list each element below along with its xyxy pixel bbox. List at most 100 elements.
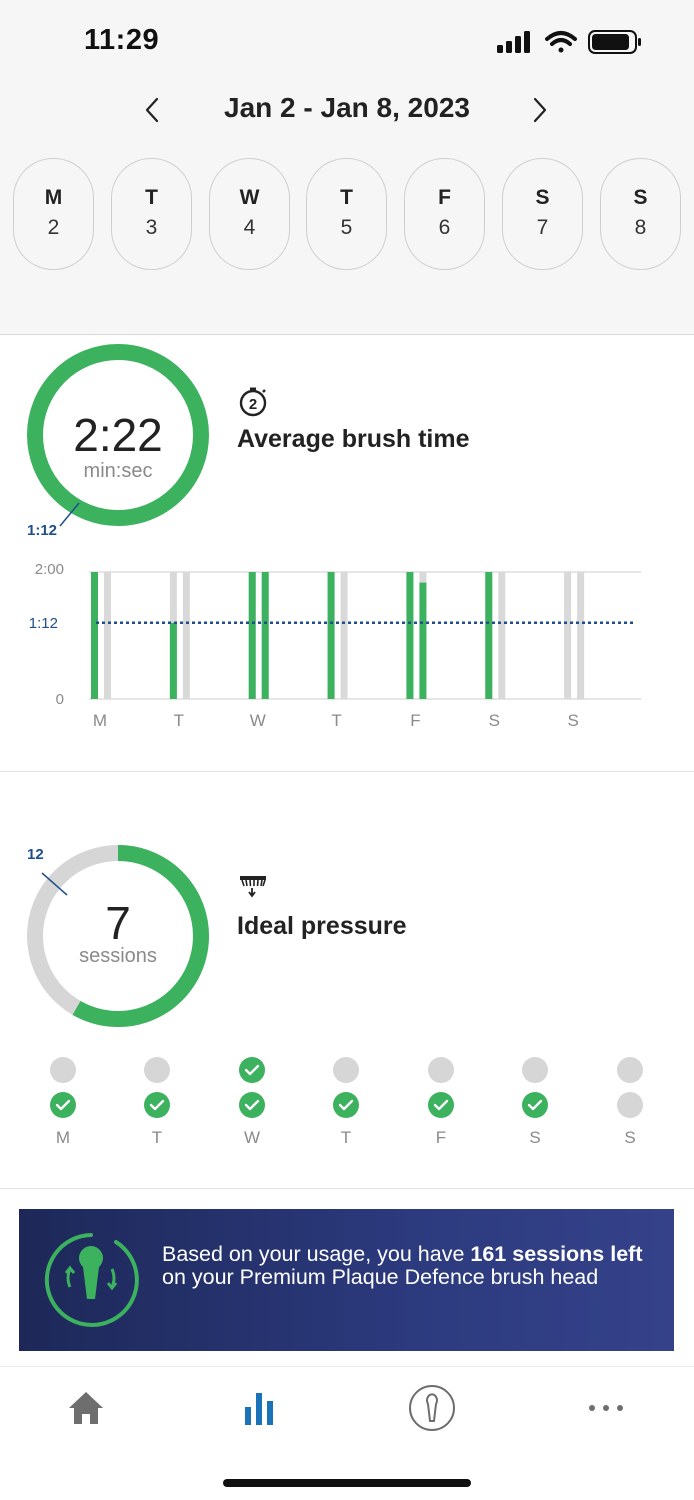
session-empty-dot bbox=[428, 1057, 454, 1083]
day-letter: F bbox=[438, 186, 451, 209]
target-marker-label: 12 bbox=[27, 846, 44, 863]
bar bbox=[485, 572, 493, 699]
bar bbox=[419, 582, 427, 699]
day-letter: S bbox=[535, 186, 550, 209]
x-tick-label: S bbox=[567, 711, 578, 730]
pressure-title: Ideal pressure bbox=[237, 912, 407, 940]
battery-icon bbox=[588, 30, 641, 54]
stopwatch-icon: 2 bbox=[237, 386, 269, 418]
tab-brush[interactable] bbox=[402, 1383, 462, 1433]
brush-pressure-icon bbox=[238, 873, 268, 899]
y-tick-label: 2:00 bbox=[35, 561, 64, 578]
session-empty-dot bbox=[617, 1092, 643, 1118]
next-week-button[interactable] bbox=[517, 88, 561, 132]
x-tick-label: W bbox=[250, 711, 266, 730]
banner-text: Based on your usage, you have 161 sessio… bbox=[162, 1243, 652, 1289]
day-letter: S bbox=[633, 186, 648, 209]
day-pill-thu[interactable]: T 5 bbox=[306, 158, 387, 270]
day-number: 8 bbox=[634, 216, 647, 239]
target-tick bbox=[59, 502, 80, 527]
day-pill-sun[interactable]: S 8 bbox=[600, 158, 681, 270]
x-tick-label: F bbox=[410, 711, 420, 730]
bar bbox=[248, 572, 256, 699]
day-letter: M bbox=[44, 186, 63, 209]
brush-time-title: Average brush time bbox=[237, 425, 470, 453]
brush-time-graphics: 1:12 2:00 1:12 0 M T W T F S S bbox=[27, 344, 641, 730]
status-icons bbox=[497, 28, 642, 56]
x-tick-label: T bbox=[331, 711, 341, 730]
day-label: T bbox=[152, 1128, 162, 1147]
pressure-value: 7 bbox=[105, 897, 131, 949]
session-done-dot bbox=[428, 1092, 454, 1118]
target-tick bbox=[41, 872, 68, 896]
tab-more[interactable] bbox=[576, 1383, 636, 1433]
day-label: T bbox=[341, 1128, 351, 1147]
previous-week-button[interactable] bbox=[131, 88, 175, 132]
pressure-card[interactable]: 12 M T W T F S S 7 sessions Ideal pressure bbox=[0, 773, 694, 1189]
day-letter: T bbox=[145, 186, 158, 209]
chevron-right-icon bbox=[533, 97, 547, 123]
brush-time-card[interactable]: 1:12 2:00 1:12 0 M T W T F S S 2:22 min:sec 2 Ave… bbox=[0, 336, 694, 772]
brush-time-value: 2:22 bbox=[73, 409, 163, 461]
target-marker-label: 1:12 bbox=[27, 522, 57, 539]
session-done-dot bbox=[50, 1092, 76, 1118]
check-icon bbox=[149, 1099, 165, 1111]
wifi-icon bbox=[545, 31, 577, 53]
x-tick-label: M bbox=[93, 711, 107, 730]
day-number: 7 bbox=[536, 216, 549, 239]
bar bbox=[327, 572, 335, 699]
brush-time-chart: 2:00 1:12 0 M T W T F S S bbox=[29, 561, 641, 730]
session-empty-dot bbox=[144, 1057, 170, 1083]
pressure-ring-progress bbox=[72, 845, 209, 1027]
day-letter: W bbox=[239, 186, 260, 209]
banner-text-part: on your Premium Plaque Defence brush hea… bbox=[162, 1265, 599, 1289]
check-icon bbox=[55, 1099, 71, 1111]
day-pill-wed[interactable]: W 4 bbox=[209, 158, 290, 270]
bar bbox=[406, 572, 414, 699]
home-indicator bbox=[223, 1479, 471, 1487]
tab-stats[interactable] bbox=[229, 1383, 289, 1433]
bar-track bbox=[564, 572, 572, 699]
stats-icon bbox=[245, 1393, 273, 1425]
banner-text-part: Based on your usage, you have bbox=[162, 1242, 471, 1266]
brush-time-unit: min:sec bbox=[83, 460, 153, 482]
more-icon bbox=[589, 1405, 623, 1411]
day-number: 4 bbox=[243, 216, 256, 239]
day-number: 3 bbox=[145, 216, 158, 239]
brush-head-icon bbox=[44, 1233, 139, 1327]
day-pill-tue[interactable]: T 3 bbox=[111, 158, 192, 270]
week-header: 11:29 Jan 2 bbox=[0, 0, 694, 335]
pressure-graphics: 12 M T W T F S S bbox=[27, 845, 643, 1147]
day-pill-fri[interactable]: F 6 bbox=[404, 158, 485, 270]
day-label: S bbox=[529, 1128, 540, 1147]
bar bbox=[261, 572, 269, 699]
y-tick-label: 1:12 bbox=[29, 615, 58, 632]
check-icon bbox=[527, 1099, 543, 1111]
tab-bar bbox=[0, 1366, 694, 1500]
check-icon bbox=[433, 1099, 449, 1111]
session-empty-dot bbox=[333, 1057, 359, 1083]
day-letter: T bbox=[340, 186, 353, 209]
bar-track bbox=[577, 572, 585, 699]
day-label: M bbox=[56, 1128, 70, 1147]
svg-text:2: 2 bbox=[249, 396, 257, 413]
day-label: W bbox=[244, 1128, 260, 1147]
x-tick-label: T bbox=[174, 711, 184, 730]
day-pill-mon[interactable]: M 2 bbox=[13, 158, 94, 270]
tab-home[interactable] bbox=[56, 1383, 116, 1433]
day-label: F bbox=[436, 1128, 446, 1147]
day-pill-sat[interactable]: S 7 bbox=[502, 158, 583, 270]
session-done-dot bbox=[333, 1092, 359, 1118]
home-icon bbox=[69, 1392, 103, 1424]
brush-head-banner[interactable]: Based on your usage, you have 161 sessio… bbox=[19, 1209, 674, 1351]
brush-icon bbox=[409, 1385, 455, 1431]
session-empty-dot bbox=[617, 1057, 643, 1083]
week-range-label: Jan 2 - Jan 8, 2023 bbox=[224, 92, 470, 123]
day-number: 5 bbox=[340, 216, 353, 239]
day-number: 6 bbox=[438, 216, 451, 239]
session-done-dot bbox=[239, 1057, 265, 1083]
pressure-unit: sessions bbox=[79, 945, 157, 967]
session-done-dot bbox=[239, 1092, 265, 1118]
y-tick-label: 0 bbox=[56, 691, 64, 708]
